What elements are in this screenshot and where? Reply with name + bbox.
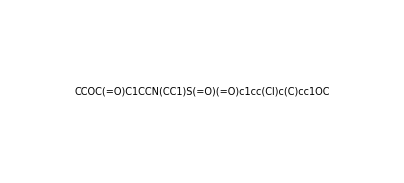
Text: CCOC(=O)C1CCN(CC1)S(=O)(=O)c1cc(Cl)c(C)cc1OC: CCOC(=O)C1CCN(CC1)S(=O)(=O)c1cc(Cl)c(C)c… bbox=[74, 87, 330, 96]
